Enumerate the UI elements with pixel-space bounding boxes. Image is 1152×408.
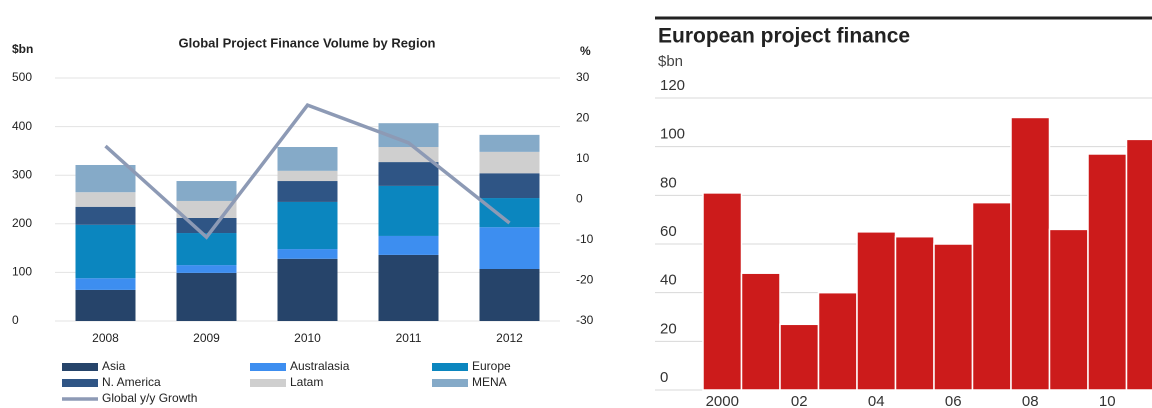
x-tick-label: 04 xyxy=(868,393,885,408)
bar-segment xyxy=(75,224,136,279)
y-axis-label: $bn xyxy=(658,53,683,70)
x-tick-label: 10 xyxy=(1099,393,1116,408)
bar-segment xyxy=(378,185,439,236)
bar xyxy=(1010,116,1051,391)
legend-label: Asia xyxy=(102,359,126,373)
bar-segment xyxy=(277,147,338,171)
bar-segment xyxy=(176,272,237,321)
bar-segment xyxy=(75,206,136,225)
legend-swatch xyxy=(250,379,286,387)
bar xyxy=(702,192,743,391)
y-tick-label: 100 xyxy=(12,265,32,279)
y2-tick-label: -20 xyxy=(576,273,594,287)
legend-label: N. America xyxy=(102,375,161,389)
bar-segment xyxy=(378,147,439,163)
bar-segment xyxy=(479,151,540,174)
y2-tick-label: 10 xyxy=(576,151,590,165)
bar xyxy=(1125,138,1152,391)
y2-axis-label: % xyxy=(580,44,591,58)
bar-segment xyxy=(378,123,439,148)
bar-segment xyxy=(75,192,136,207)
bar xyxy=(779,323,820,391)
y2-tick-label: 20 xyxy=(576,111,590,125)
growth-line xyxy=(104,103,511,240)
bar xyxy=(817,291,858,391)
bar-segment xyxy=(277,181,338,202)
x-tick-label: 2012 xyxy=(496,331,523,345)
x-tick-label: 08 xyxy=(1022,393,1039,408)
legend-swatch xyxy=(432,363,468,371)
bar-segment xyxy=(277,249,338,259)
legend-label: MENA xyxy=(472,375,507,389)
bar-segment xyxy=(75,278,136,290)
bar-segment xyxy=(176,265,237,273)
x-tick-label: 2000 xyxy=(706,393,739,408)
bar xyxy=(1087,153,1128,391)
y-tick-label: 0 xyxy=(660,369,668,386)
y-tick-label: 80 xyxy=(660,174,677,191)
x-tick-label: 2011 xyxy=(396,331,422,345)
bar-segment xyxy=(277,201,338,250)
bar-segment xyxy=(378,254,439,321)
x-tick-label: 06 xyxy=(945,393,962,408)
y-tick-label: 120 xyxy=(660,77,685,94)
bar-segment xyxy=(479,134,540,152)
chart-title: Global Project Finance Volume by Region xyxy=(179,35,436,50)
legend-label: Australasia xyxy=(290,359,350,373)
y-tick-label: 0 xyxy=(12,313,19,327)
bar-segment xyxy=(479,227,540,269)
y2-tick-label: -30 xyxy=(576,313,594,327)
bar-segment xyxy=(378,235,439,255)
bar-segment xyxy=(176,200,237,218)
legend-swatch xyxy=(432,379,468,387)
bar-segment xyxy=(75,164,136,193)
y-tick-label: 60 xyxy=(660,223,677,240)
bar-segment xyxy=(75,289,136,321)
bar-segment xyxy=(176,181,237,201)
y2-tick-label: 30 xyxy=(576,70,590,84)
bar xyxy=(1048,228,1089,391)
bar-segment xyxy=(479,268,540,321)
bar-segment xyxy=(378,162,439,186)
y-tick-label: 500 xyxy=(12,70,32,84)
bar xyxy=(894,235,935,391)
y-tick-label: 300 xyxy=(12,167,32,181)
chart-title: European project finance xyxy=(658,25,910,48)
bar-segment xyxy=(479,173,540,199)
bar-segment xyxy=(277,170,338,182)
y-tick-label: 20 xyxy=(660,320,677,337)
legend-swatch xyxy=(62,379,98,387)
bar xyxy=(933,243,974,391)
legend-label: Latam xyxy=(290,375,323,389)
y-tick-label: 40 xyxy=(660,272,677,289)
bar xyxy=(971,201,1012,391)
bar xyxy=(740,272,781,391)
bar-segment xyxy=(277,258,338,321)
x-tick-label: 2009 xyxy=(193,331,220,345)
y-tick-label: 200 xyxy=(12,216,32,230)
legend-label: Global y/y Growth xyxy=(102,391,197,405)
x-tick-label: 02 xyxy=(791,393,808,408)
y-tick-label: 400 xyxy=(12,119,32,133)
x-tick-label: 2010 xyxy=(294,331,321,345)
y2-tick-label: 0 xyxy=(576,192,583,206)
y-axis-label: $bn xyxy=(12,42,33,56)
bar xyxy=(856,231,897,391)
y2-tick-label: -10 xyxy=(576,232,594,246)
legend-label: Europe xyxy=(472,359,511,373)
right-chart: 0 20 40 60 80 100 120 2000 02 04 06 08 10 xyxy=(655,77,1152,408)
y-tick-label: 100 xyxy=(660,126,685,143)
x-tick-label: 2008 xyxy=(92,331,119,345)
legend-swatch xyxy=(62,363,98,371)
legend-swatch xyxy=(250,363,286,371)
